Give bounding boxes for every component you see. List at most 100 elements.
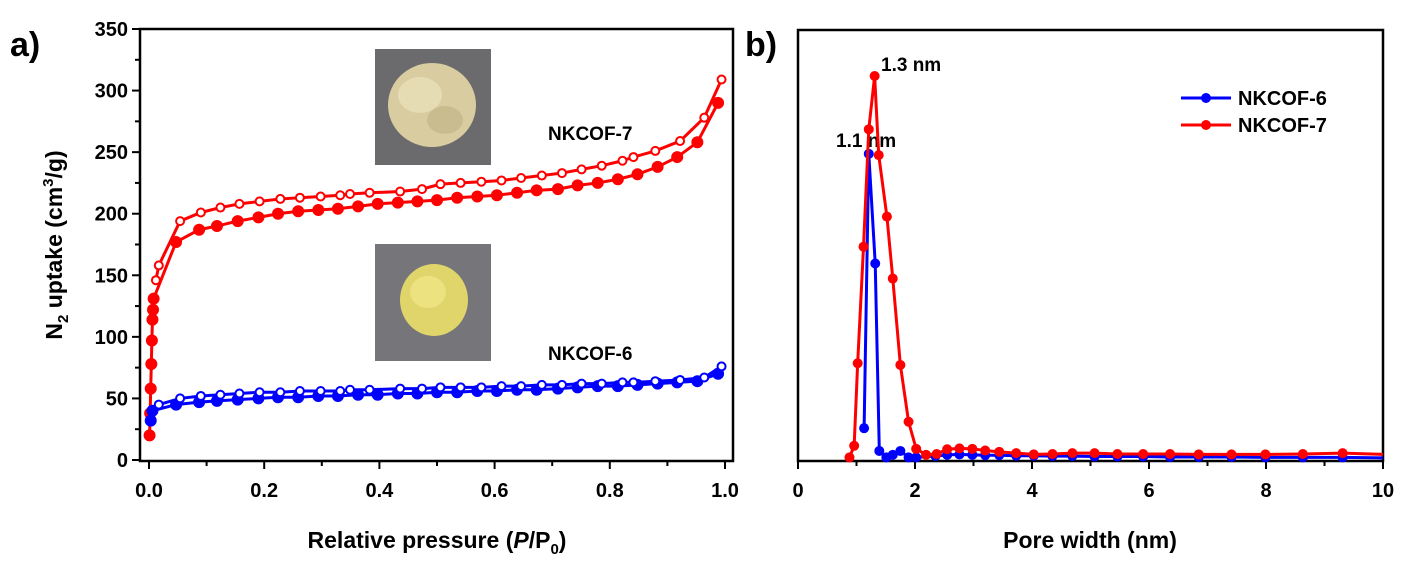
data-point (628, 152, 639, 163)
legend-marker-nkcof-6 (1201, 93, 1211, 103)
data-point (1112, 448, 1123, 459)
data-point (1165, 448, 1176, 459)
data-point (335, 386, 346, 397)
data-point (675, 136, 686, 147)
data-point (895, 359, 906, 370)
data-point (476, 382, 487, 393)
y-tick-label-a: 250 (95, 142, 128, 164)
x-tick-label-b: 6 (1143, 480, 1154, 502)
data-point (921, 449, 932, 460)
data-point (873, 150, 884, 161)
data-point (215, 389, 226, 400)
data-point (650, 145, 661, 156)
data-point (1337, 448, 1348, 459)
data-point (1297, 448, 1308, 459)
photo-nkcof-6 (375, 244, 491, 361)
data-point (294, 192, 305, 203)
data-point (145, 357, 158, 370)
data-point (551, 183, 564, 196)
panel-label-b: b) (745, 26, 777, 64)
data-point (234, 388, 245, 399)
data-point (234, 198, 245, 209)
data-point (1226, 449, 1237, 460)
data-point (371, 197, 384, 210)
annotation-1-3nm: 1.3 nm (881, 55, 941, 76)
data-point (651, 160, 664, 173)
y-tick-label-a: 100 (95, 327, 128, 349)
data-point (536, 379, 547, 390)
data-point (345, 189, 356, 200)
data-point (254, 387, 265, 398)
data-point (931, 448, 942, 459)
data-point (611, 173, 624, 186)
panel-label-a: a) (10, 26, 40, 64)
data-point (1089, 448, 1100, 459)
y-tick-label-a: 300 (95, 81, 128, 103)
data-point (650, 376, 661, 387)
data-point (994, 446, 1005, 457)
data-point (395, 186, 406, 197)
data-point (858, 241, 869, 252)
data-point (716, 361, 727, 372)
data-point (576, 164, 587, 175)
data-point (1011, 448, 1022, 459)
annotation-nkcof-7: NKCOF-7 (548, 124, 632, 145)
data-point (231, 215, 244, 228)
y-tick-label-a: 150 (95, 265, 128, 287)
data-point (903, 416, 914, 427)
data-point (345, 384, 356, 395)
data-point (215, 202, 226, 213)
legend: NKCOF-6 NKCOF-7 (1181, 88, 1327, 137)
data-point (511, 186, 524, 199)
chart-a: NKCOF-7 NKCOF-6 Relative pressure (P/P0)… (40, 19, 739, 558)
data-point (195, 390, 206, 401)
data-point (617, 377, 628, 388)
data-point (1028, 449, 1039, 460)
annotation-nkcof-6: NKCOF-6 (548, 344, 632, 365)
data-point (252, 211, 265, 224)
data-point (699, 112, 710, 123)
y-tick-label-a: 200 (95, 204, 128, 226)
data-point (699, 372, 710, 383)
data-point (364, 187, 375, 198)
data-point (576, 378, 587, 389)
data-point (496, 175, 507, 186)
data-point (146, 404, 159, 417)
data-point (275, 193, 286, 204)
data-point (903, 452, 914, 463)
data-point (476, 176, 487, 187)
data-point (1047, 448, 1058, 459)
data-point (143, 429, 156, 442)
data-point (859, 423, 870, 434)
data-point (417, 383, 428, 394)
data-point (153, 399, 164, 410)
x-tick-label-b: 8 (1260, 480, 1271, 502)
data-point (435, 382, 446, 393)
legend-label-nkcof-7: NKCOF-7 (1238, 115, 1327, 137)
data-point (153, 260, 164, 271)
y-tick-label-a: 50 (106, 388, 128, 410)
x-tick-label-b: 4 (1026, 480, 1038, 502)
data-point (911, 443, 922, 454)
data-point (411, 195, 424, 208)
data-point (352, 200, 365, 213)
data-point (628, 377, 639, 388)
data-point (391, 196, 404, 209)
x-axis-title-b: Pore width (nm) (1003, 527, 1177, 553)
data-point (954, 443, 965, 454)
data-point (716, 74, 727, 85)
legend-marker-nkcof-7 (1201, 120, 1211, 130)
x-tick-label-a: 0.0 (135, 480, 163, 502)
data-point (335, 190, 346, 201)
data-point (496, 381, 507, 392)
data-point (195, 207, 206, 218)
data-point (364, 384, 375, 395)
x-tick-label-a: 1.0 (711, 480, 739, 502)
data-point (1138, 448, 1149, 459)
data-point (315, 386, 326, 397)
data-point (869, 71, 880, 82)
data-point (1067, 448, 1078, 459)
data-point (312, 204, 325, 217)
data-point (193, 223, 206, 236)
